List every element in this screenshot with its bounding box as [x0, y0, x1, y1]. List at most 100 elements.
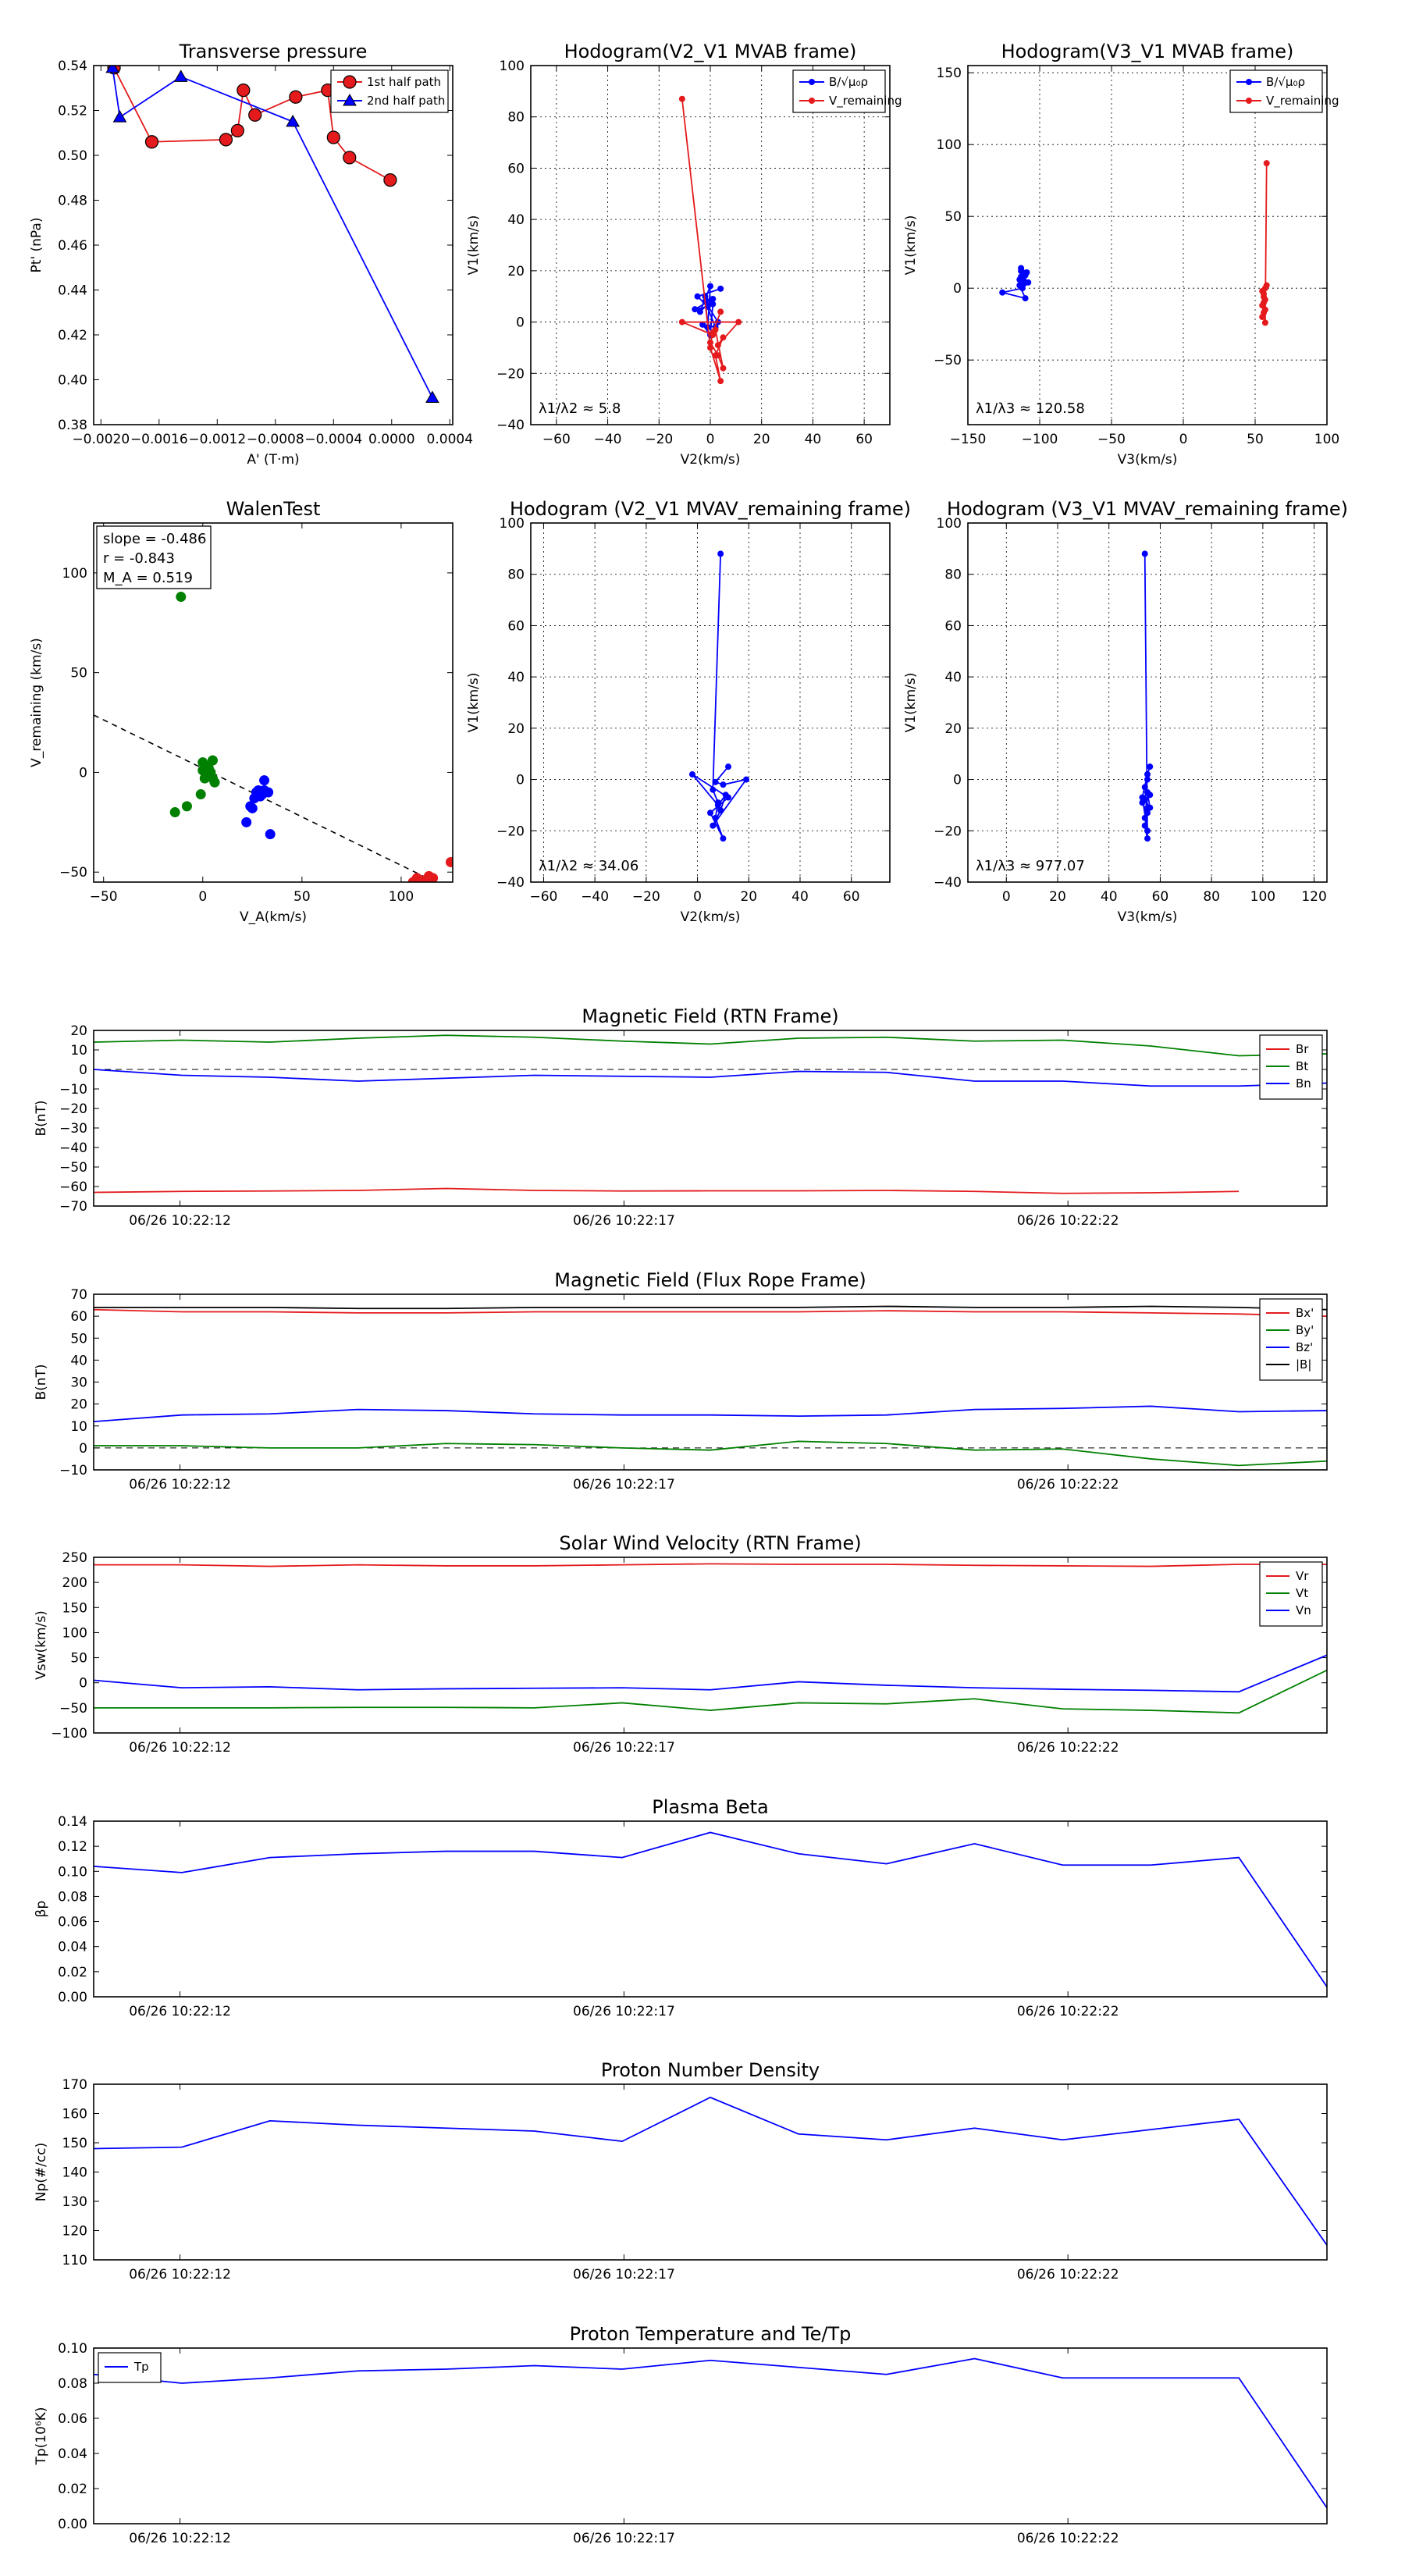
- walen-point: [415, 877, 426, 882]
- ts1-series-Bt-line: [94, 1034, 1327, 1057]
- ts2-title: Magnetic Field (Flux Rope Frame): [554, 1269, 866, 1291]
- h4-point: [1139, 794, 1146, 801]
- h1-ratio-annotation: λ1/λ2 ≈ 5.8: [539, 400, 621, 417]
- ts6-ytick-label: 0.06: [58, 2411, 87, 2427]
- tp-point: [286, 114, 301, 127]
- h1-legend-frame: [792, 69, 886, 113]
- ts6-ytick-label: 0.04: [58, 2446, 87, 2462]
- tp-plot-area: [105, 66, 439, 403]
- ts1-legend: Br Bt Bn: [1259, 1034, 1323, 1100]
- h4-ytick-label: −20: [934, 824, 962, 839]
- h2-point: [1261, 319, 1268, 326]
- h4-xtick-label: 60: [1152, 889, 1169, 905]
- ts5-xtick-label: 06/26 10:22:17: [573, 2267, 675, 2282]
- ts2-chart: −10 0 10 20 30 40 50 60 70 06/26 10:22:12 06/26 10…: [34, 1269, 1328, 1493]
- h4-plot-area: [1139, 550, 1154, 842]
- h2-point: [1263, 160, 1270, 167]
- walen-point: [265, 829, 276, 840]
- ts4-ytick-label: 0.00: [58, 1990, 87, 2005]
- h4-point: [1144, 789, 1151, 795]
- h3-ytick-label: −40: [496, 875, 525, 891]
- ts3-series-Vn-line: [94, 1654, 1327, 1693]
- tp-legend-marker: [343, 93, 357, 106]
- ts1-chart: −70 −60 −50 −40 −30 −20 −10 0 10 20 06/26 10:22:12…: [34, 1005, 1328, 1229]
- tp-axes-frame: [93, 65, 454, 425]
- walen-fit-line: [94, 714, 437, 882]
- h4-xtick-label: 40: [1101, 889, 1118, 905]
- h4-xtick-label: 0: [1002, 889, 1011, 905]
- h1-point: [696, 308, 703, 315]
- h3-ytick-label: 80: [507, 568, 525, 583]
- tp-point: [383, 173, 397, 187]
- walen-title: WalenTest: [226, 498, 321, 520]
- h1-point: [699, 321, 706, 328]
- h4-ytick-label: 60: [944, 618, 962, 634]
- h2-legend-marker: [1246, 79, 1252, 85]
- h1-xtick-label: −60: [542, 432, 571, 447]
- h4-point: [1147, 763, 1154, 770]
- walen-point: [207, 773, 218, 784]
- h2-axes-frame: [967, 65, 1328, 425]
- h1-point: [707, 344, 713, 351]
- ts5-ytick-label: 110: [62, 2253, 87, 2268]
- walen-ytick-label: −50: [59, 865, 87, 881]
- ts5-axes-frame: [93, 2083, 1328, 2261]
- ts3-ytick-label: 200: [62, 1575, 87, 1591]
- ts1-axes-frame: [93, 1030, 1328, 1207]
- h2-point: [1023, 269, 1030, 276]
- h4-xlabel: V3(km/s): [1118, 909, 1178, 925]
- ts5-chart: 110 120 130 140 150 160 170 06/26 10:22:12 06/26…: [34, 2059, 1328, 2282]
- h1-legend-marker: [809, 79, 815, 85]
- ts3-ytick-label: 150: [62, 1600, 87, 1616]
- tp-ytick-label: 0.46: [58, 238, 87, 254]
- ts4-ytick-label: 0.12: [58, 1839, 87, 1855]
- h4-point: [1144, 771, 1151, 777]
- h3-point: [710, 786, 717, 793]
- ts5-ytick-label: 140: [62, 2165, 87, 2181]
- h1-ytick-label: 20: [507, 264, 525, 279]
- ts2-xtick-label: 06/26 10:22:22: [1017, 1477, 1119, 1493]
- ts2-ytick-label: 0: [79, 1441, 87, 1457]
- tp-point: [248, 108, 262, 122]
- h1-legend: B/√μ₀ρ V_remaining: [792, 69, 902, 113]
- h2-xtick-label: −50: [1097, 432, 1126, 447]
- ts4-ytick-label: 0.14: [58, 1814, 87, 1830]
- h2-xlabel: V3(km/s): [1118, 452, 1178, 468]
- h4-point: [1147, 804, 1154, 811]
- ts4-axes-frame: [93, 1820, 1328, 1998]
- h1-ytick-label: 60: [507, 161, 525, 176]
- walen-point: [259, 785, 270, 795]
- walen-chart: −50 0 50 100 −50 0 50 100 WalenTest V_A(km/s) V_re…: [29, 498, 454, 925]
- tp-legend: 1st half path 2nd half path: [330, 69, 449, 113]
- ts3-ytick-label: −50: [59, 1701, 87, 1717]
- walen-point: [176, 592, 187, 603]
- h1-plot-area: [678, 95, 742, 385]
- ts3-legend-label: Vt: [1296, 1586, 1308, 1600]
- ts3-chart: −100 −50 0 50 100 150 200 250 06/26 10:22:12 06/2…: [34, 1532, 1328, 1756]
- h4-xtick-label: 120: [1301, 889, 1326, 905]
- h1-ytick-label: −20: [496, 366, 525, 382]
- walen-ytick-label: 0: [79, 765, 87, 781]
- walen-point: [428, 873, 439, 882]
- ts1-ytick-label: 10: [70, 1043, 87, 1059]
- ts1-title: Magnetic Field (RTN Frame): [582, 1005, 838, 1027]
- h3-title: Hodogram (V2_V1 MVAV_remaining frame): [510, 498, 911, 520]
- h3-ytick-label: −20: [496, 824, 525, 839]
- h3-plot-area: [689, 550, 749, 842]
- h1-point: [692, 306, 699, 313]
- h3-ratio-annotation: λ1/λ2 ≈ 34.06: [539, 858, 638, 874]
- ts5-plot-area: [94, 2096, 1327, 2246]
- ts3-legend-label: Vr: [1296, 1569, 1309, 1583]
- h1-point: [707, 283, 713, 290]
- tp-point: [112, 110, 127, 123]
- ts5-ytick-label: 120: [62, 2224, 87, 2240]
- h2-legend: B/√μ₀ρ V_remaining: [1229, 69, 1339, 113]
- walen-stat-text: M_A = 0.519: [103, 570, 193, 586]
- tp-ylabel: Pt' (nPa): [29, 218, 44, 273]
- ts2-legend-label: Bx': [1296, 1306, 1314, 1320]
- tp-ytick-label: 0.48: [58, 194, 87, 209]
- h4-chart: 0 20 40 60 80 100 120−40−20020406080100Hodogra…: [903, 498, 1348, 925]
- h3-point: [707, 809, 713, 817]
- ts3-legend-label: Vn: [1296, 1603, 1311, 1617]
